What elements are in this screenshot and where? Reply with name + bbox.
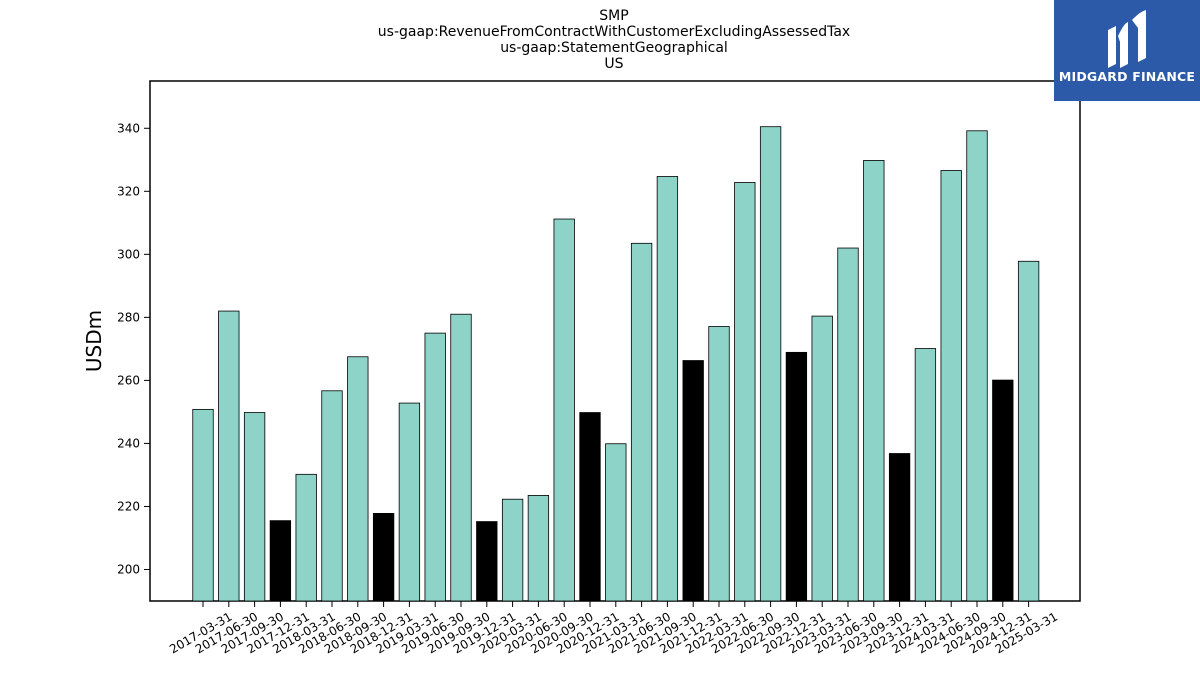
bar-2018-09-30 — [347, 356, 369, 602]
bar-2019-03-31 — [398, 402, 421, 602]
bar-2025-03-31 — [1017, 260, 1040, 602]
bar-2017-06-30 — [218, 310, 240, 602]
midgard-finance-logo: MIDGARD FINANCE — [1054, 0, 1200, 101]
bars — [192, 126, 1040, 602]
chart-title-line: us-gaap:RevenueFromContractWithCustomerE… — [378, 24, 850, 40]
bar-2024-06-30 — [940, 170, 962, 602]
y-axis-label: USDm — [82, 310, 106, 372]
y-tick-label: 280 — [117, 310, 140, 324]
bar-2018-06-30 — [321, 390, 343, 602]
y-tick-label: 240 — [117, 436, 140, 450]
bar-2017-03-31 — [192, 408, 214, 602]
logo-text: MIDGARD FINANCE — [1058, 69, 1196, 84]
bar-2022-12-31 — [785, 351, 808, 602]
bar-2021-03-31 — [605, 443, 627, 602]
bar-2019-09-30 — [450, 313, 472, 602]
y-tick-label: 220 — [117, 499, 140, 513]
chart-title: SMPus-gaap:RevenueFromContractWithCustom… — [378, 8, 850, 72]
bar-2020-09-30 — [553, 218, 575, 602]
y-tick-label: 340 — [117, 121, 140, 135]
bar-2024-12-31 — [992, 379, 1014, 602]
bar-2021-06-30 — [630, 242, 653, 602]
bar-2024-03-31 — [914, 348, 937, 602]
y-tick-label: 200 — [117, 562, 140, 576]
bar-2023-09-30 — [863, 160, 885, 602]
bar-2022-06-30 — [734, 182, 756, 602]
bar-2017-09-30 — [243, 412, 266, 602]
x-axis: 2017-03-312017-06-302017-09-302017-12-31… — [167, 601, 1060, 656]
logo-mark-icon — [1108, 10, 1146, 68]
bar-2022-09-30 — [759, 126, 782, 602]
bar-2022-03-31 — [708, 326, 730, 602]
bar-2020-06-30 — [527, 495, 550, 602]
bar-2024-09-30 — [966, 130, 988, 602]
bar-2020-03-31 — [501, 498, 524, 602]
bar-2023-06-30 — [837, 247, 859, 602]
bar-2021-12-31 — [682, 360, 704, 602]
bar-2017-12-31 — [269, 520, 292, 602]
bar-2019-06-30 — [424, 332, 446, 602]
bar-2023-12-31 — [888, 453, 911, 602]
bar-2018-03-31 — [295, 473, 317, 602]
y-tick-label: 320 — [117, 184, 140, 198]
bar-2023-03-31 — [811, 315, 833, 602]
y-axis: 200 220 240 260 280 300 320 340 — [117, 121, 150, 576]
bar-2018-12-31 — [372, 512, 395, 602]
bar-2020-12-31 — [579, 412, 601, 602]
bar-2021-09-30 — [656, 176, 679, 602]
chart-title-line: SMP — [599, 8, 628, 24]
chart-title-line: us-gaap:StatementGeographical — [500, 40, 728, 56]
bar-2019-12-31 — [476, 521, 498, 602]
chart-title-line: US — [604, 56, 623, 72]
y-tick-label: 260 — [117, 373, 140, 387]
y-tick-label: 300 — [117, 247, 140, 261]
